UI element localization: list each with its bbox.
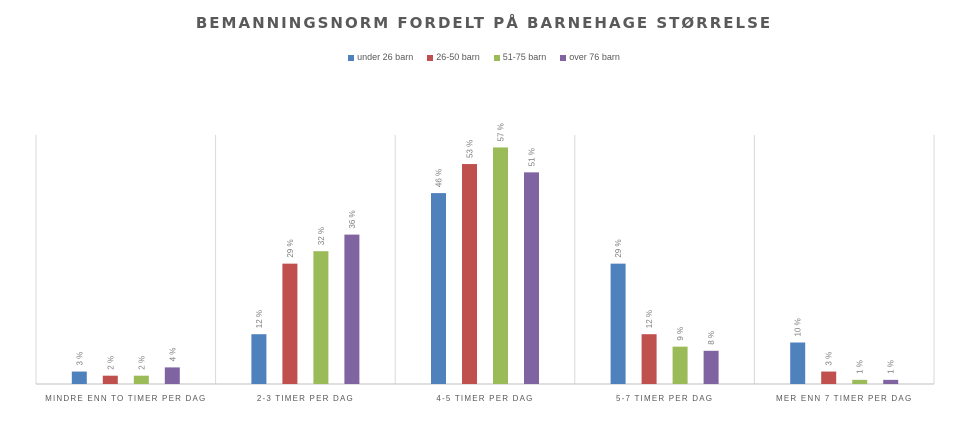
bar	[610, 263, 626, 384]
x-tick-label: 2-3 TIMER PER DAG	[257, 394, 354, 403]
bar	[821, 371, 837, 384]
data-label: 36 %	[348, 210, 357, 228]
bar	[672, 346, 688, 384]
data-label: 29 %	[286, 239, 295, 257]
bar	[493, 147, 508, 384]
legend-label: over 76 barn	[569, 52, 620, 62]
bar	[313, 251, 329, 384]
data-label: 2 %	[106, 356, 115, 370]
x-tick-label: 4-5 TIMER PER DAG	[436, 394, 533, 403]
legend: under 26 barn 26-50 barn 51-75 barn over 76…	[0, 52, 968, 62]
bar	[164, 367, 180, 384]
data-label: 12 %	[645, 310, 654, 328]
bar	[852, 379, 868, 384]
bar	[282, 263, 298, 384]
bar	[524, 172, 539, 384]
chart-title: BEMANNINGSNORM FORDELT PÅ BARNEHAGE STØR…	[195, 14, 773, 32]
data-label: 8 %	[707, 331, 716, 345]
bar	[102, 375, 118, 384]
data-label: 46 %	[435, 169, 444, 187]
data-label: 9 %	[676, 327, 685, 341]
x-tick-label: MER ENN 7 TIMER PER DAG	[776, 394, 912, 403]
legend-swatch	[493, 54, 500, 61]
bar	[431, 193, 446, 384]
bar	[133, 375, 149, 384]
bar	[251, 334, 267, 384]
bar	[641, 334, 657, 384]
bar	[344, 234, 360, 384]
bar	[883, 379, 899, 384]
legend-item: 26-50 barn	[427, 52, 480, 62]
x-tick-label: MINDRE ENN TO TIMER PER DAG	[45, 394, 206, 403]
bar	[703, 350, 719, 384]
legend-item: 51-75 barn	[493, 52, 547, 62]
data-label: 1 %	[856, 360, 865, 374]
legend-swatch	[560, 54, 567, 61]
legend-label: under 26 barn	[357, 52, 414, 62]
data-label: 53 %	[466, 140, 475, 158]
data-label: 57 %	[497, 123, 506, 141]
x-tick-label: 5-7 TIMER PER DAG	[616, 394, 713, 403]
legend-label: 26-50 barn	[436, 52, 480, 62]
bar	[462, 164, 477, 384]
bar	[790, 342, 806, 384]
data-label: 29 %	[614, 239, 623, 257]
data-label: 32 %	[317, 227, 326, 245]
data-label: 3 %	[75, 352, 84, 366]
data-label: 51 %	[528, 148, 537, 166]
legend-swatch	[348, 54, 355, 61]
data-label: 10 %	[794, 318, 803, 336]
data-label: 2 %	[137, 356, 146, 370]
data-label: 3 %	[825, 352, 834, 366]
data-label: 1 %	[887, 360, 896, 374]
legend-swatch	[427, 54, 434, 61]
legend-item: over 76 barn	[560, 52, 620, 62]
bar	[71, 371, 87, 384]
data-label: 12 %	[255, 310, 264, 328]
legend-item: under 26 barn	[348, 52, 413, 62]
legend-label: 51-75 barn	[502, 52, 547, 62]
data-label: 4 %	[168, 348, 177, 362]
